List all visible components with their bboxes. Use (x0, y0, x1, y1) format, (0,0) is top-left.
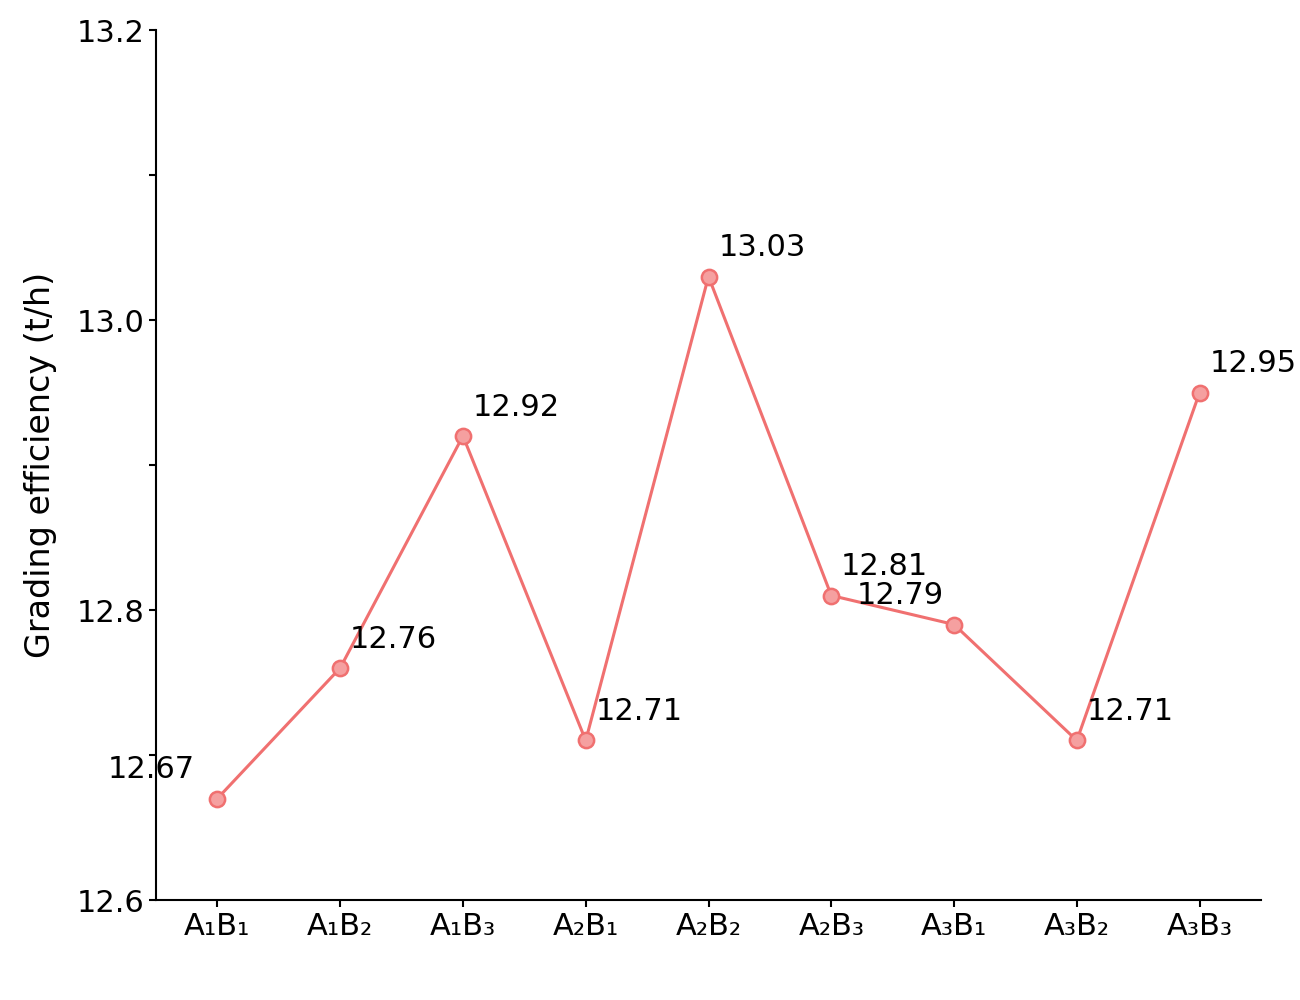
Text: 13.03: 13.03 (719, 233, 806, 262)
Text: 12.71: 12.71 (1087, 697, 1174, 726)
Y-axis label: Grading efficiency (t/h): Grading efficiency (t/h) (23, 272, 57, 658)
Text: 12.79: 12.79 (857, 581, 944, 610)
Text: 12.76: 12.76 (350, 624, 437, 654)
Text: 12.71: 12.71 (595, 697, 682, 726)
Text: 12.81: 12.81 (841, 552, 928, 581)
Text: 12.95: 12.95 (1209, 349, 1296, 378)
Text: 12.92: 12.92 (473, 392, 560, 422)
Text: 12.67: 12.67 (108, 755, 195, 784)
